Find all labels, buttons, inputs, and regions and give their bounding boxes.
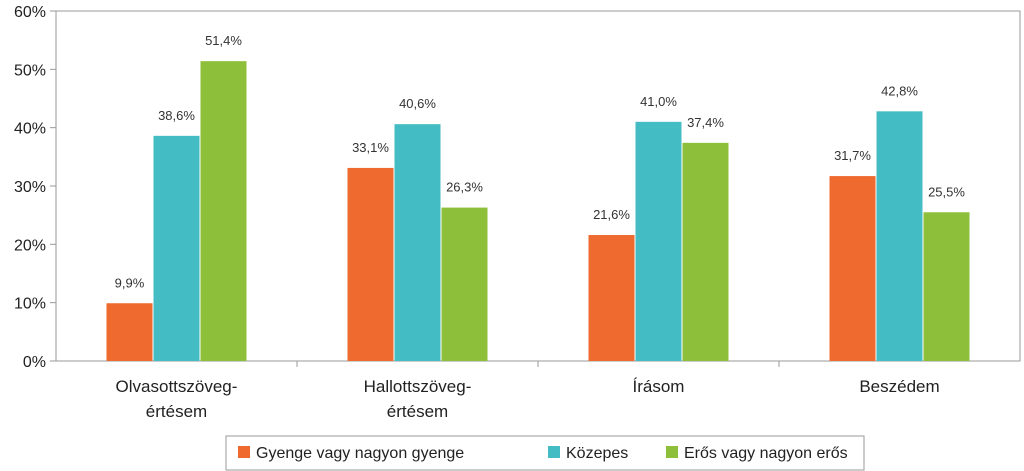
bar bbox=[441, 207, 488, 361]
bar bbox=[106, 303, 153, 361]
data-label: 31,7% bbox=[834, 148, 871, 163]
x-category-label: Beszédem bbox=[859, 377, 939, 396]
data-label: 38,6% bbox=[158, 108, 195, 123]
y-tick-label: 30% bbox=[14, 179, 46, 196]
x-category-label: értésem bbox=[387, 402, 448, 421]
data-label: 25,5% bbox=[928, 184, 965, 199]
data-label: 26,3% bbox=[446, 180, 483, 195]
x-category-label: Hallottszöveg- bbox=[364, 377, 472, 396]
bar bbox=[588, 235, 635, 361]
data-label: 51,4% bbox=[205, 33, 242, 48]
bar bbox=[876, 111, 923, 361]
bar bbox=[394, 124, 441, 362]
data-label: 9,9% bbox=[115, 275, 145, 290]
data-label: 41,0% bbox=[640, 94, 677, 109]
x-category-label: értésem bbox=[146, 402, 207, 421]
bar bbox=[682, 142, 729, 361]
legend-label: Közepes bbox=[566, 445, 628, 462]
legend-swatch bbox=[548, 446, 560, 458]
y-tick-label: 40% bbox=[14, 121, 46, 138]
data-label: 42,8% bbox=[881, 83, 918, 98]
legend-label: Erős vagy nagyon erős bbox=[684, 445, 848, 462]
y-tick-label: 50% bbox=[14, 62, 46, 79]
bar bbox=[635, 121, 682, 361]
data-label: 37,4% bbox=[687, 115, 724, 130]
bar bbox=[923, 212, 970, 361]
x-category-label: Olvasottszöveg- bbox=[116, 377, 238, 396]
x-category-label: Írásom bbox=[633, 377, 685, 396]
y-tick-label: 0% bbox=[23, 354, 46, 371]
bar bbox=[153, 135, 200, 361]
y-tick-label: 60% bbox=[14, 4, 46, 21]
y-tick-label: 20% bbox=[14, 237, 46, 254]
legend-swatch bbox=[666, 446, 678, 458]
data-label: 40,6% bbox=[399, 96, 436, 111]
legend-swatch bbox=[238, 446, 250, 458]
legend-label: Gyenge vagy nagyon gyenge bbox=[256, 445, 464, 462]
legend-box bbox=[225, 435, 865, 471]
bar bbox=[200, 61, 247, 362]
bar bbox=[347, 167, 394, 361]
data-label: 21,6% bbox=[593, 207, 630, 222]
y-tick-label: 10% bbox=[14, 296, 46, 313]
data-label: 33,1% bbox=[352, 140, 389, 155]
bar bbox=[829, 176, 876, 361]
